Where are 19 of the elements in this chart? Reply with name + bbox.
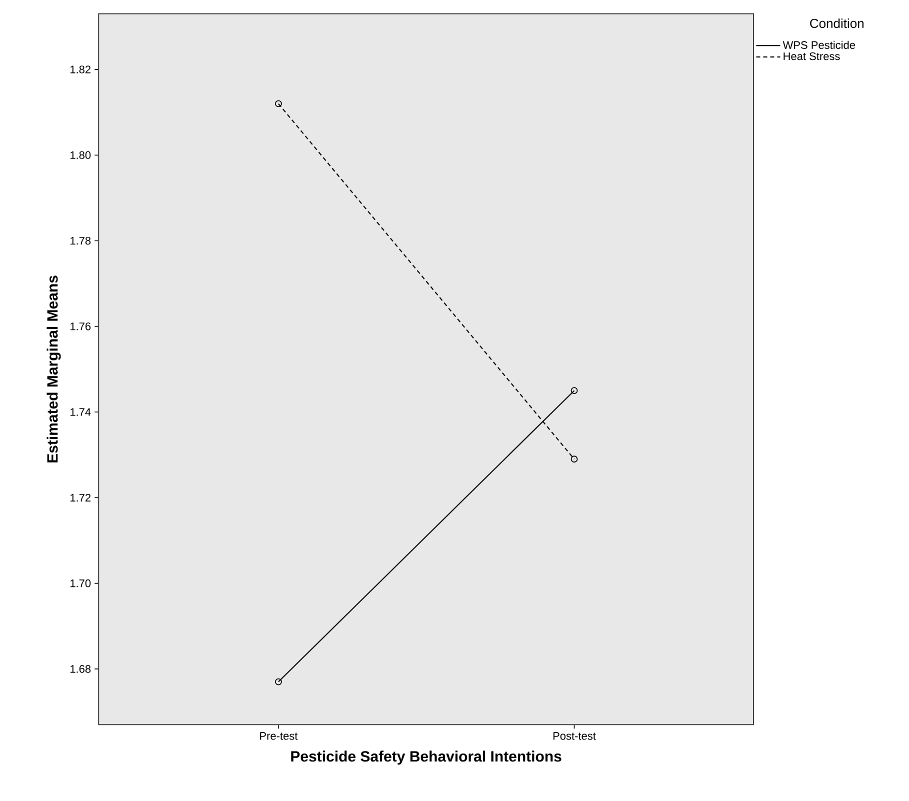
point [275, 100, 282, 108]
legend-label: Heat Stress [784, 52, 840, 60]
y-tick-label: 1.82 [70, 66, 91, 74]
y-axis-title: Estimated Marginal Means [46, 276, 61, 462]
y-tick-label: 1.78 [70, 236, 91, 245]
point [570, 456, 578, 463]
x-tick-label: Pre-test [260, 732, 298, 740]
y-tick-label: 1.70 [70, 579, 91, 588]
y-tick-label: 1.72 [70, 494, 91, 502]
y-tick-label: 1.68 [70, 665, 91, 673]
point [570, 387, 578, 394]
y-tick-label: 1.74 [70, 408, 91, 416]
y-tick-label: 1.76 [70, 322, 91, 330]
y-tick-label: 1.80 [70, 151, 91, 159]
x-tick-label: Post-test [553, 732, 596, 740]
x-axis-title: Pesticide Safety Behavioral Intentions [291, 750, 562, 765]
legend-label: WPS Pesticide [782, 40, 856, 49]
legend-title: Condition [810, 18, 864, 28]
point [275, 678, 282, 686]
